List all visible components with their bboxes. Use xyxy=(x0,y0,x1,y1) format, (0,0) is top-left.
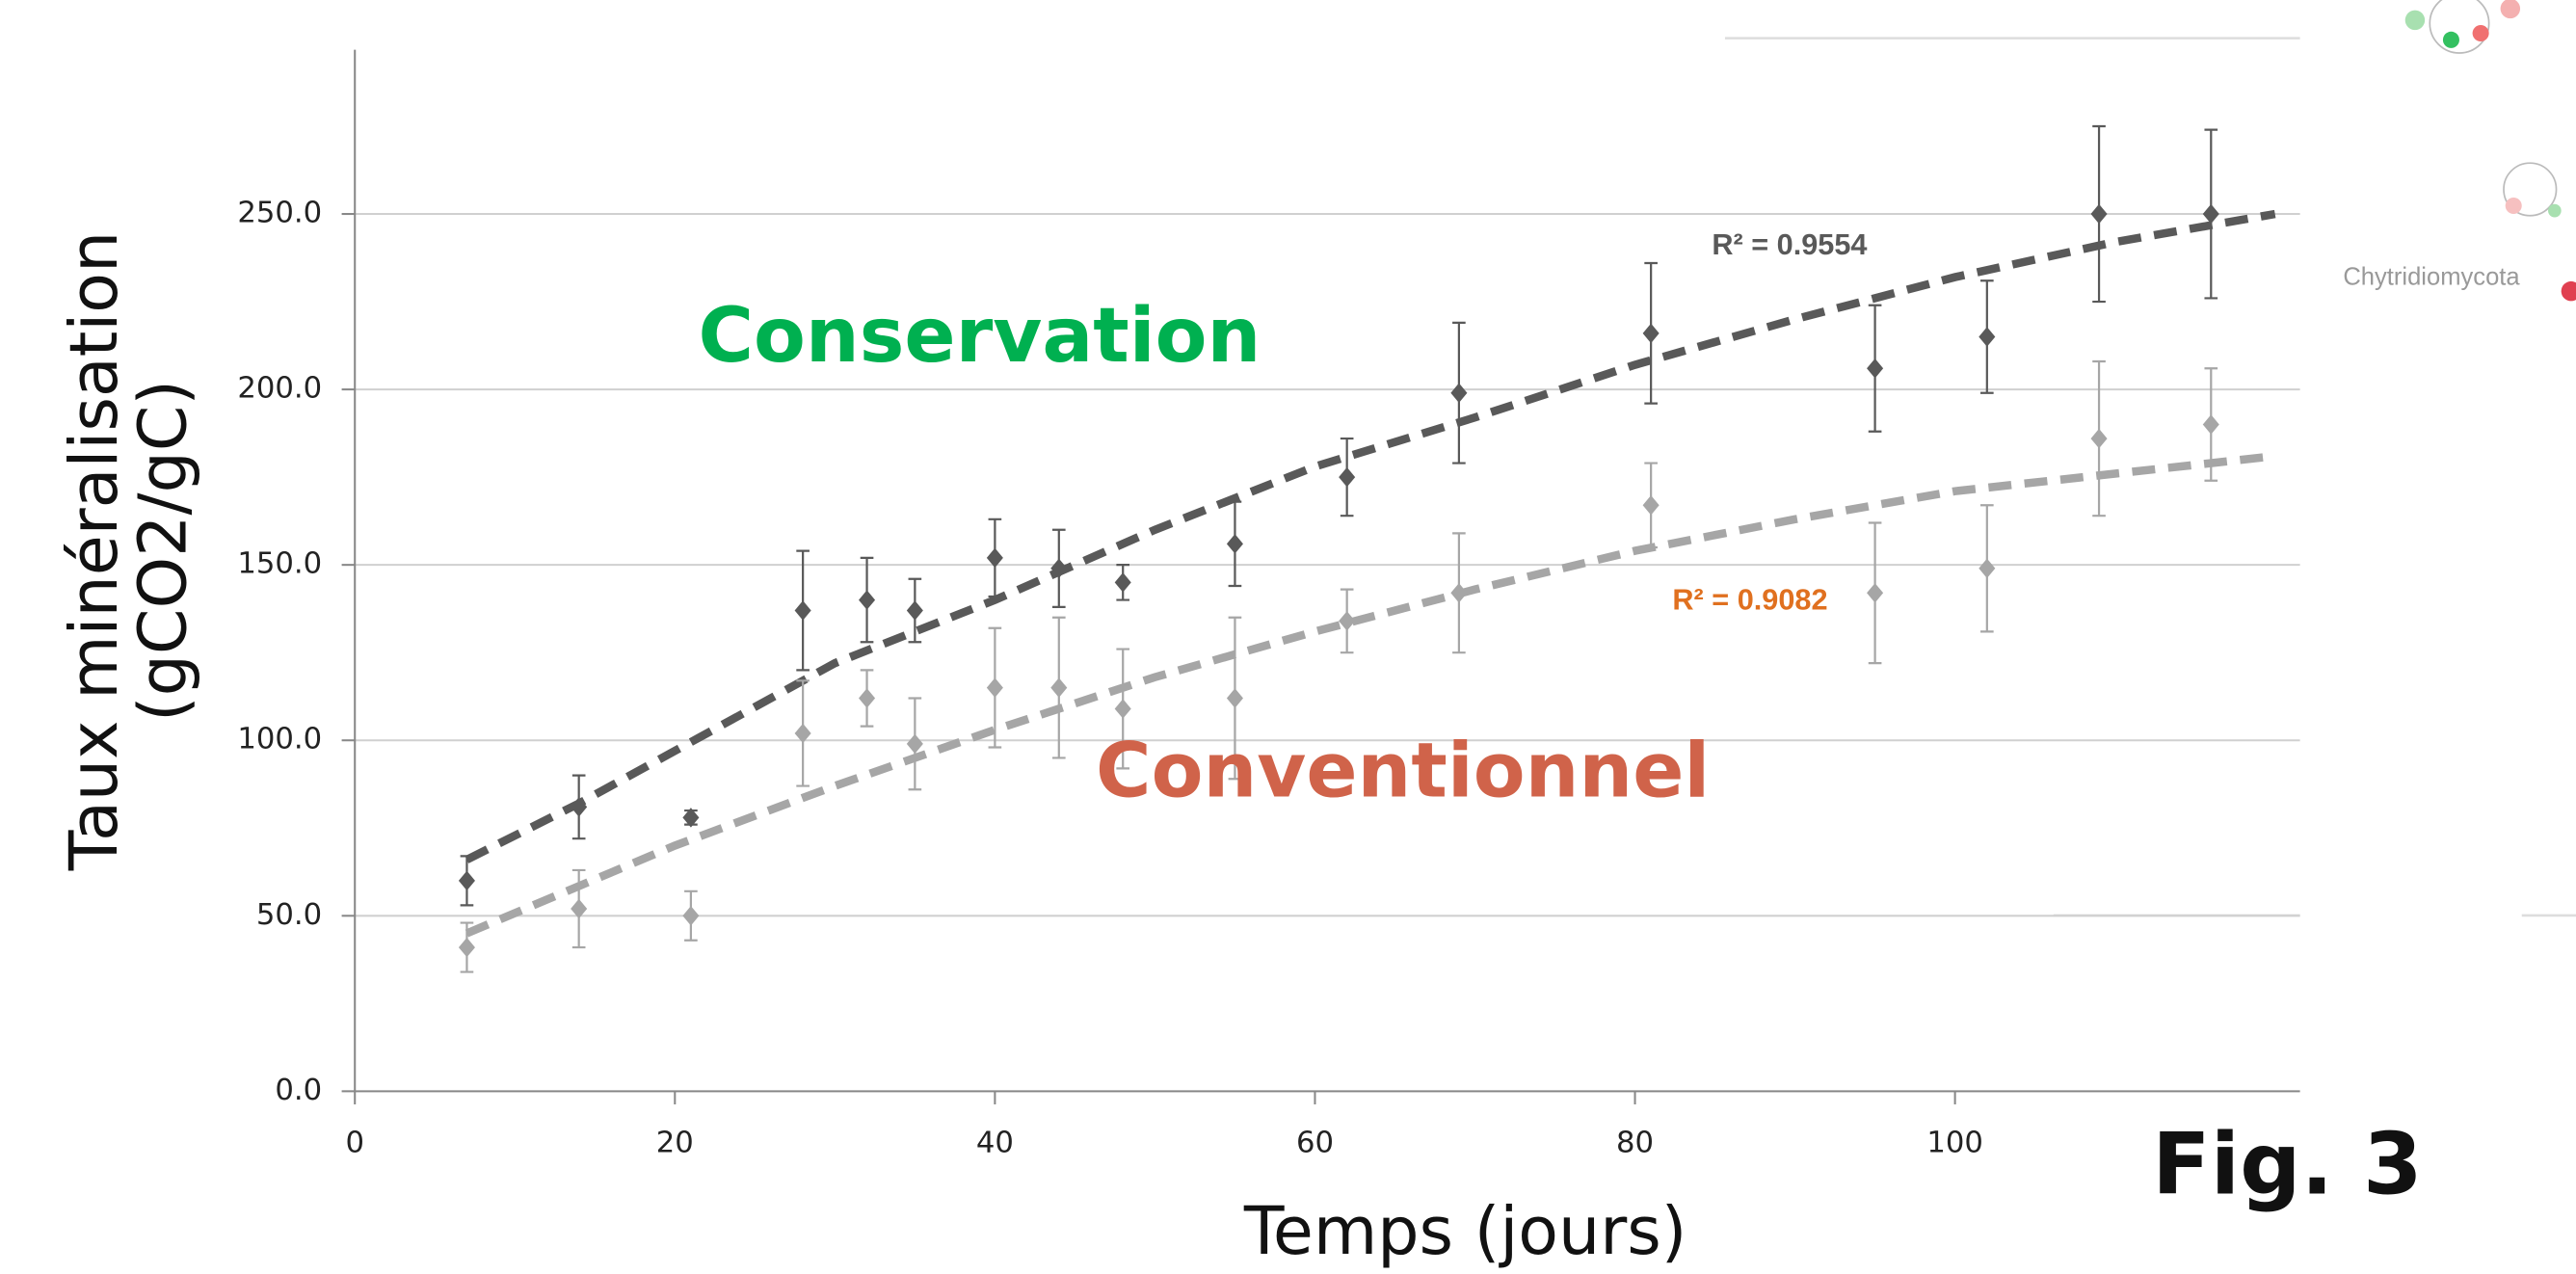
r2-label: R² = 0.9082 xyxy=(1672,582,1827,616)
point xyxy=(906,600,923,621)
point xyxy=(458,870,475,891)
point xyxy=(682,906,700,926)
point xyxy=(1867,583,1884,603)
trend-line xyxy=(465,209,2276,863)
point xyxy=(1226,534,1243,554)
x-tick-label: 40 xyxy=(976,1126,1014,1159)
point xyxy=(2202,414,2219,435)
point xyxy=(1867,358,1884,379)
point xyxy=(1050,558,1068,579)
x-axis-title: Temps (jours) xyxy=(1243,1194,1686,1270)
y-tick-label: 0.0 xyxy=(275,1074,322,1107)
point xyxy=(794,600,811,621)
point xyxy=(1642,323,1660,344)
y-tick-label: 250.0 xyxy=(237,197,322,230)
point xyxy=(1114,572,1131,593)
point xyxy=(986,547,1003,569)
point xyxy=(2090,428,2108,449)
y-tick-label: 150.0 xyxy=(237,547,322,581)
series-label: Conventionnel xyxy=(1096,728,1710,815)
decor xyxy=(1724,0,2576,917)
point xyxy=(571,898,588,919)
side-label: Chytridiomycota xyxy=(2343,263,2520,290)
point xyxy=(986,677,1003,698)
point xyxy=(1114,699,1131,719)
x-tick-label: 20 xyxy=(656,1126,694,1159)
plot-area xyxy=(458,124,2276,973)
point xyxy=(2090,203,2108,225)
point xyxy=(1339,466,1356,488)
y-tick-label: 50.0 xyxy=(256,898,322,932)
point xyxy=(1450,583,1468,603)
point xyxy=(1226,688,1243,708)
point xyxy=(2202,203,2219,225)
series-label: Conservation xyxy=(699,292,1261,380)
x-tick-label: 0 xyxy=(345,1126,364,1159)
point xyxy=(906,733,923,755)
point xyxy=(1050,677,1068,698)
x-tick-label: 80 xyxy=(1616,1126,1654,1159)
point xyxy=(1450,383,1468,403)
y-tick-label: 100.0 xyxy=(237,723,322,756)
point xyxy=(458,937,475,958)
r2-label: R² = 0.9554 xyxy=(1712,227,1867,261)
point xyxy=(1339,611,1356,631)
y-axis-title: Taux minéralisation xyxy=(57,231,133,871)
point xyxy=(1978,327,1996,347)
point xyxy=(1642,495,1660,516)
point xyxy=(571,797,588,817)
y-axis-title: (gCO2/gC) xyxy=(125,380,201,722)
trend-line xyxy=(465,452,2276,938)
point xyxy=(859,590,876,610)
point xyxy=(1978,558,1996,579)
figure-label: Fig. 3 xyxy=(2152,1115,2423,1214)
x-tick-label: 60 xyxy=(1296,1126,1334,1159)
y-tick-label: 200.0 xyxy=(237,372,322,406)
point xyxy=(859,688,876,708)
x-tick-label: 100 xyxy=(1926,1126,1983,1159)
